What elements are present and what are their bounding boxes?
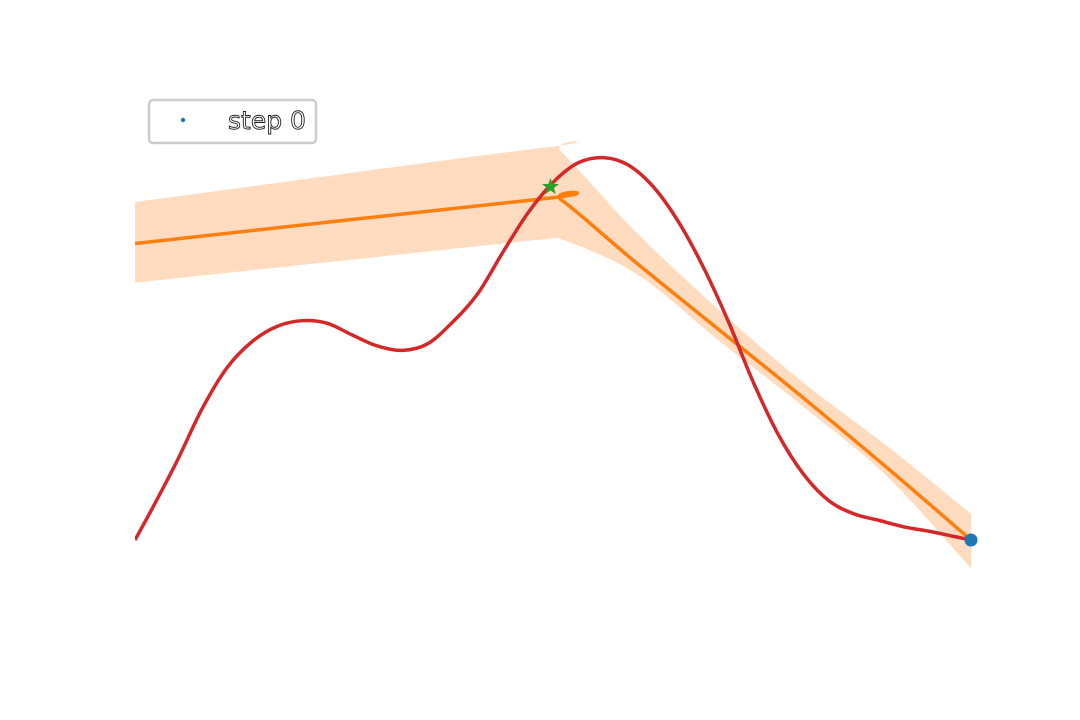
legend-frame [147, 98, 318, 145]
marker-layer [541, 177, 978, 547]
uncertainty-band [135, 141, 971, 569]
next-point-marker [541, 177, 560, 195]
objective-line [135, 155, 971, 542]
plot-area [135, 141, 971, 569]
surrogate-mean-line [135, 190, 971, 542]
legend-entry-step-0: step 0 [228, 106, 306, 135]
legend: step 0 [147, 98, 318, 145]
observation-point-0 [964, 533, 978, 547]
legend-marker-step-0 [180, 117, 186, 123]
